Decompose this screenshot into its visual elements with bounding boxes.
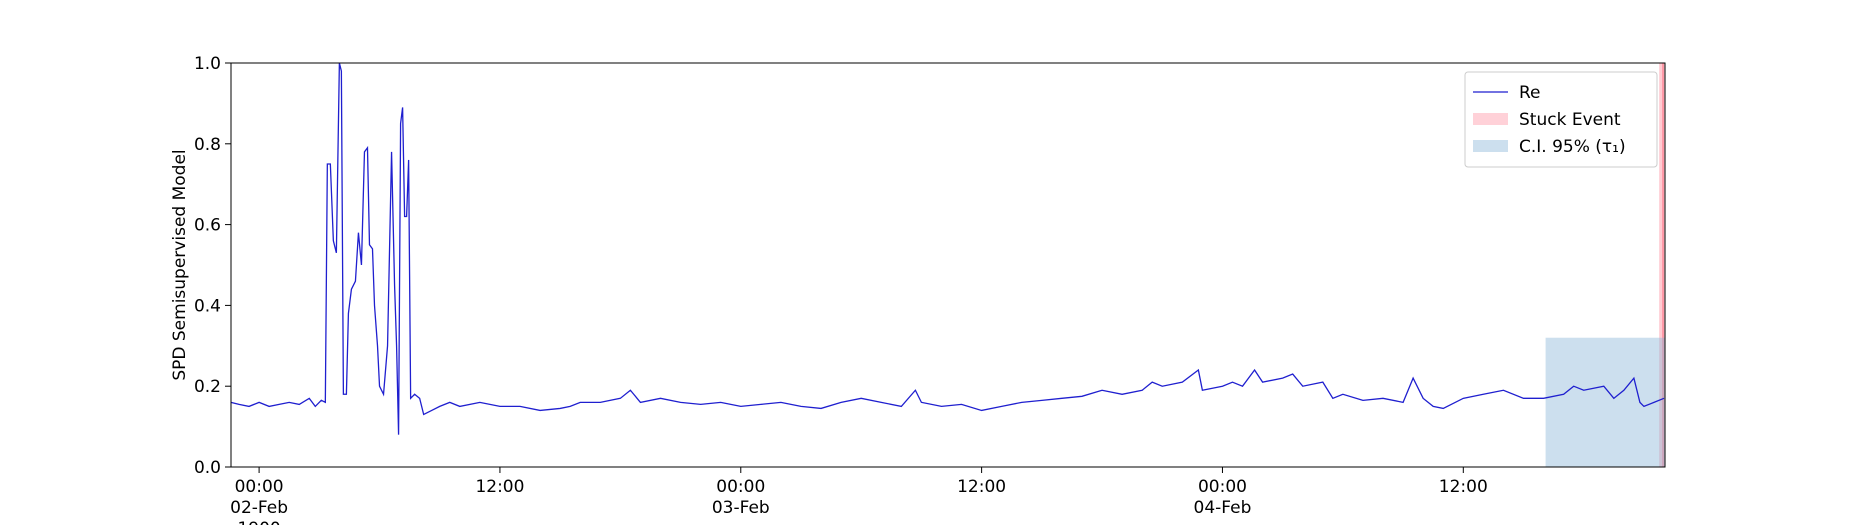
x-tick-label: 12:00 [1439,477,1488,497]
legend-label: C.I. 95% (τ₁) [1519,137,1626,157]
ci-band [1545,337,1665,467]
x-tick-label: 00:00 04-Feb [1194,477,1252,518]
y-tick-label: 0.0 [194,458,221,478]
x-tick-label: 12:00 [475,477,524,497]
legend-label: Re [1519,83,1541,103]
y-tick-label: 0.8 [194,135,221,155]
x-tick-label-line: 03-Feb [712,498,770,518]
x-tick-label: 00:00 03-Feb [712,477,770,518]
x-tick-label-line: 00:00 [235,477,284,497]
x-tick-label-line: 12:00 [1439,477,1488,497]
x-tick-label-line: 04-Feb [1194,498,1252,518]
x-tick-label-line: 02-Feb [230,498,288,518]
x-tick-label-line: 00:00 [716,477,765,497]
legend-patch [1473,113,1508,125]
legend-patch [1473,140,1508,152]
plot-frame [230,62,1666,468]
data-line [230,62,1665,435]
x-tick-label: 12:00 [957,477,1006,497]
x-tick-label-line: 1900 [237,519,280,525]
y-axis-label: SPD Semisupervised Model [170,149,190,380]
x-tick-label-line: 12:00 [957,477,1006,497]
y-tick-label: 0.2 [194,377,221,397]
y-tick-label: 0.6 [194,216,221,236]
y-tick-label: 1.0 [194,54,221,74]
x-tick-label-line: 00:00 [1198,477,1247,497]
x-tick-label-line: 12:00 [475,477,524,497]
legend-box [1464,71,1658,168]
legend-label: Stuck Event [1519,110,1621,130]
y-tick-label: 0.4 [194,296,221,316]
